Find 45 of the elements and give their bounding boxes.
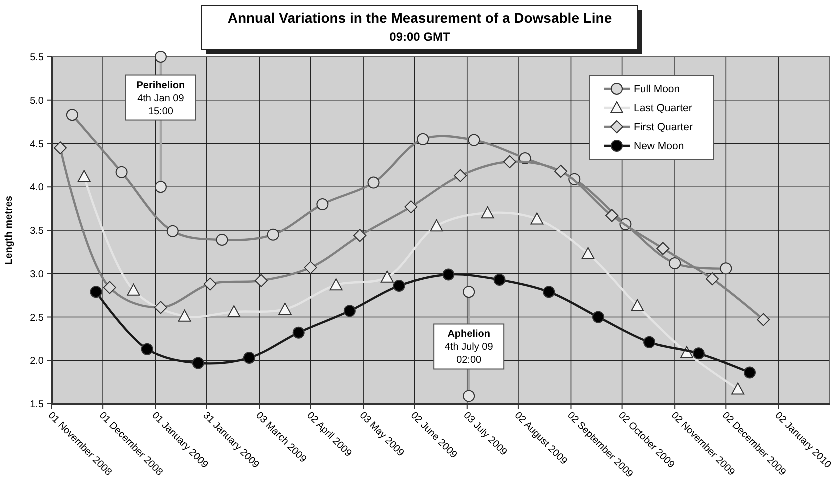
point <box>292 326 305 339</box>
point <box>380 270 394 283</box>
y-tick-label: 2.0 <box>30 356 44 368</box>
y-tick-label: 4.5 <box>30 139 44 150</box>
chart-title: Annual Variations in the Measurement of a Dowsable Line <box>228 10 612 26</box>
point <box>592 311 604 324</box>
point <box>192 357 204 370</box>
point <box>442 268 455 281</box>
annotation: Aphelion 4th July 09 02:00 <box>444 329 494 366</box>
point <box>228 306 241 318</box>
y-axis-title: Length metres <box>4 196 15 265</box>
legend-label: Full Moon <box>634 84 680 96</box>
chart-subtitle: 09:00 GMT <box>390 30 452 44</box>
y-tick-label: 2.5 <box>30 312 44 324</box>
y-tick-label: 5.5 <box>30 52 44 64</box>
y-tick-label: 5.0 <box>30 96 44 107</box>
point <box>127 284 140 296</box>
point <box>90 286 102 298</box>
y-tick-label: 3.0 <box>30 269 44 280</box>
y-tick-label: 3.5 <box>30 226 44 237</box>
point <box>141 343 154 356</box>
point <box>78 170 91 182</box>
point <box>744 366 756 379</box>
point <box>543 286 556 298</box>
legend-label: Last Quarter <box>634 102 693 115</box>
point <box>732 382 745 395</box>
annotation: Perihelion 4th Jan 09 15:00 <box>136 80 186 118</box>
point <box>344 305 356 318</box>
point <box>582 247 595 260</box>
point <box>692 348 705 360</box>
point <box>530 212 544 225</box>
point <box>178 310 192 322</box>
legend-label: First Quarter <box>634 122 694 134</box>
y-tick-label: 4.0 <box>30 182 44 194</box>
point <box>494 274 506 286</box>
point <box>644 336 656 348</box>
point <box>430 220 444 232</box>
point <box>481 206 494 219</box>
point <box>330 278 343 291</box>
point <box>278 302 292 315</box>
y-tick-label: 1.5 <box>30 400 44 410</box>
point <box>243 352 256 364</box>
point <box>631 299 644 312</box>
legend-label: New Moon <box>634 140 684 153</box>
point <box>393 280 406 292</box>
